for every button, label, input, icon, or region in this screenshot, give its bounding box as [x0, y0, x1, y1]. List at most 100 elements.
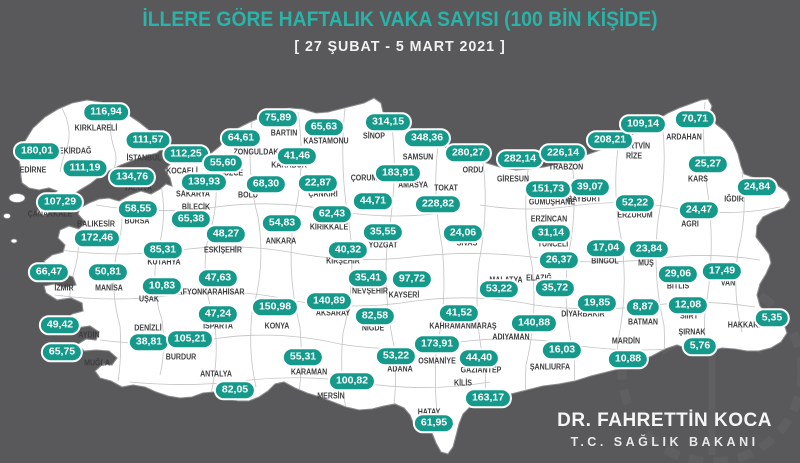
- province-value-badge: 97,72: [390, 269, 434, 289]
- province-value-badge: 22,87: [296, 173, 340, 193]
- province-value-badge: 41,52: [437, 303, 481, 323]
- province-value-badge: 348,36: [402, 128, 452, 148]
- province-name-label: KARS: [688, 174, 708, 184]
- province-name-label: ISPARTA: [203, 321, 233, 331]
- province-name-label: ZONGULDAK: [233, 147, 279, 157]
- province-name-label: KOCAELİ: [166, 166, 198, 176]
- province-value-badge: 163,17: [463, 388, 513, 408]
- province-name-label: YALOVA: [123, 183, 153, 193]
- province-value-badge: 55,60: [201, 153, 245, 173]
- province-value-badge: 12,08: [666, 295, 710, 315]
- province-name-label: DENİZLİ: [134, 323, 162, 333]
- province-value-badge: 52,22: [613, 193, 657, 213]
- province-value-badge: 31,14: [529, 223, 573, 243]
- province-value-badge: 172,46: [72, 228, 122, 248]
- province-value-badge: 41,46: [275, 146, 319, 166]
- province-name-label: GİRESUN: [496, 174, 530, 184]
- province-name-label: KÜTAHYA: [147, 257, 181, 267]
- province-value-badge: 10,88: [606, 349, 650, 369]
- province-value-badge: 111,57: [124, 130, 172, 150]
- province-name-label: SİNOP: [363, 131, 385, 141]
- province-name-label: VAN: [720, 278, 736, 288]
- province-value-badge: 314,15: [363, 112, 413, 132]
- province-name-label: SİVAS: [456, 238, 478, 248]
- province-name-label: MUŞ: [638, 258, 654, 268]
- province-name-label: BURDUR: [165, 352, 197, 362]
- date-range: [ 27 ŞUBAT - 5 MART 2021 ]: [294, 38, 506, 55]
- province-name-label: AYDIN: [78, 330, 100, 340]
- province-name-label: ÇANKIRI: [308, 189, 338, 199]
- province-name-label: ORDU: [462, 165, 484, 175]
- province-value-badge: 173,91: [412, 334, 462, 354]
- province-name-label: BİLECİK: [181, 202, 211, 212]
- province-value-badge: 8,87: [624, 297, 662, 317]
- province-value-badge: 29,06: [656, 264, 700, 284]
- province-value-badge: 82,58: [353, 306, 397, 326]
- province-name-label: ERZURUM: [617, 210, 653, 220]
- province-value-badge: 26,37: [537, 250, 581, 270]
- province-value-badge: 65,38: [169, 209, 213, 229]
- province-value-badge: 24,47: [677, 200, 721, 220]
- province-name-label: ÇORUM: [350, 173, 378, 183]
- province-value-badge: 64,61: [219, 128, 263, 148]
- province-name-label: GÜMÜŞHANE: [528, 197, 576, 207]
- minister-title: T.C. SAĞLIK BAKANI: [570, 435, 759, 449]
- province-name-label: BİNGÖL: [591, 256, 619, 266]
- province-value-badge: 35,55: [361, 222, 405, 242]
- province-name-label: UŞAK: [139, 294, 159, 304]
- province-name-label: KIRIKKALE: [309, 222, 349, 232]
- province-name-label: AĞRI: [681, 219, 699, 229]
- province-value-badge: 25,27: [686, 154, 730, 174]
- province-name-label: RİZE: [625, 151, 643, 161]
- province-name-label: TUNCELİ: [537, 239, 569, 249]
- province-name-label: MARDİN: [611, 336, 641, 346]
- province-value-badge: 68,30: [244, 174, 288, 194]
- province-value-badge: 53,22: [374, 346, 418, 366]
- province-value-badge: 58,55: [116, 199, 160, 219]
- province-value-badge: 85,31: [141, 240, 185, 260]
- province-name-label: MERSİN: [317, 391, 345, 401]
- province-value-badge: 16,03: [540, 340, 584, 360]
- province-name-label: BATMAN: [628, 317, 658, 327]
- province-value-badge: 70,71: [673, 109, 717, 129]
- province-name-label: İZMİR: [54, 283, 74, 293]
- province-value-badge: 49,42: [38, 315, 82, 335]
- province-name-label: KAYSERİ: [388, 290, 420, 300]
- province-name-label: EDİRNE: [19, 165, 47, 175]
- province-name-label: ANKARA: [265, 236, 297, 246]
- province-value-badge: 105,21: [165, 329, 215, 349]
- province-name-label: TEKİRDAĞ: [54, 146, 92, 156]
- province-value-badge: 100,82: [327, 371, 377, 391]
- province-name-label: ADANA: [387, 364, 413, 374]
- province-name-label: SAMSUN: [402, 152, 434, 162]
- province-name-label: ELAZIĞ: [526, 273, 552, 283]
- province-value-badge: 82,05: [213, 380, 257, 400]
- province-name-label: KASTAMONU: [303, 136, 349, 146]
- province-value-badge: 38,81: [127, 332, 171, 352]
- province-value-badge: 116,94: [82, 102, 130, 122]
- province-name-label: ŞIRNAK: [678, 327, 706, 337]
- signature-block: DR. FAHRETTİN KOCA T.C. SAĞLIK BAKANI: [557, 410, 772, 449]
- province-name-label: KONYA: [264, 321, 290, 331]
- province-name-label: İSTANBUL: [126, 153, 162, 163]
- province-value-badge: 140,89: [304, 291, 354, 311]
- province-name-label: DİYARBAKIR: [561, 309, 605, 319]
- province-name-label: ERZİNCAN: [530, 214, 568, 224]
- province-name-label: BALIKESİR: [77, 219, 115, 229]
- province-name-label: ANTALYA: [200, 369, 232, 379]
- page-title: İLLERE GÖRE HAFTALIK VAKA SAYISI (100 Bİ…: [142, 8, 658, 31]
- province-value-badge: 75,89: [256, 108, 300, 128]
- province-value-badge: 65,75: [40, 342, 84, 362]
- province-name-label: SİİRT: [680, 311, 698, 321]
- province-name-label: ARTVİN: [623, 141, 651, 151]
- province-value-badge: 10,83: [140, 276, 184, 296]
- province-value-badge: 140,88: [509, 313, 559, 333]
- province-name-label: NEVŞEHİR: [352, 286, 388, 296]
- province-value-badge: 228,82: [413, 194, 463, 214]
- province-value-badge: 23,84: [627, 239, 671, 259]
- province-value-badge: 5,35: [753, 308, 791, 328]
- province-value-badge: 282,14: [495, 149, 545, 169]
- province-value-badge: 151,73: [523, 179, 573, 199]
- province-name-label: BAYBURT: [567, 194, 601, 204]
- province-value-badge: 17,49: [700, 261, 744, 281]
